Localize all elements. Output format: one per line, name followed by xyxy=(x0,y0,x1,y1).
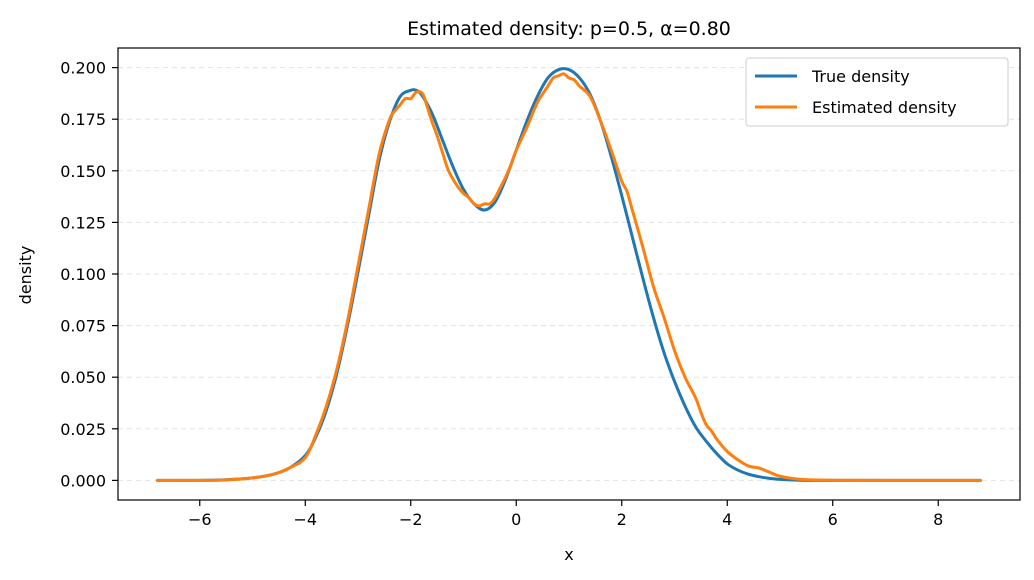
y-tick-label: 0.075 xyxy=(60,317,106,336)
legend-label-true-density: True density xyxy=(811,67,910,86)
y-axis-label: density xyxy=(16,246,35,305)
y-ticks: 0.000 0.025 0.050 0.075 0.100 0.125 0.150 0.175… xyxy=(60,59,118,490)
x-tick-label: 2 xyxy=(617,510,627,529)
x-tick-label: −4 xyxy=(293,510,317,529)
x-tick-label: 8 xyxy=(933,510,943,529)
y-tick-label: 0.050 xyxy=(60,368,106,387)
y-tick-label: 0.175 xyxy=(60,110,106,129)
y-tick-label: 0.025 xyxy=(60,420,106,439)
series-line-1 xyxy=(156,72,982,482)
legend: True density Estimated density xyxy=(745,57,1009,127)
y-tick-label: 0.000 xyxy=(60,471,106,490)
x-axis-label: x xyxy=(564,545,573,564)
x-tick-label: 0 xyxy=(511,510,521,529)
y-tick-label: 0.125 xyxy=(60,213,106,232)
x-tick-label: −2 xyxy=(399,510,423,529)
y-tick-label: 0.150 xyxy=(60,162,106,181)
y-tick-label: 0.200 xyxy=(60,59,106,78)
x-ticks: −6 −4 −2 0 2 4 6 8 xyxy=(188,500,943,529)
chart-title: Estimated density: p=0.5, α=0.80 xyxy=(407,18,731,40)
x-tick-label: −6 xyxy=(188,510,212,529)
legend-label-estimated-density: Estimated density xyxy=(812,98,957,117)
y-tick-label: 0.100 xyxy=(60,265,106,284)
series-layer xyxy=(156,67,982,482)
x-tick-label: 4 xyxy=(722,510,732,529)
x-tick-label: 6 xyxy=(828,510,838,529)
legend-box xyxy=(745,57,1009,127)
